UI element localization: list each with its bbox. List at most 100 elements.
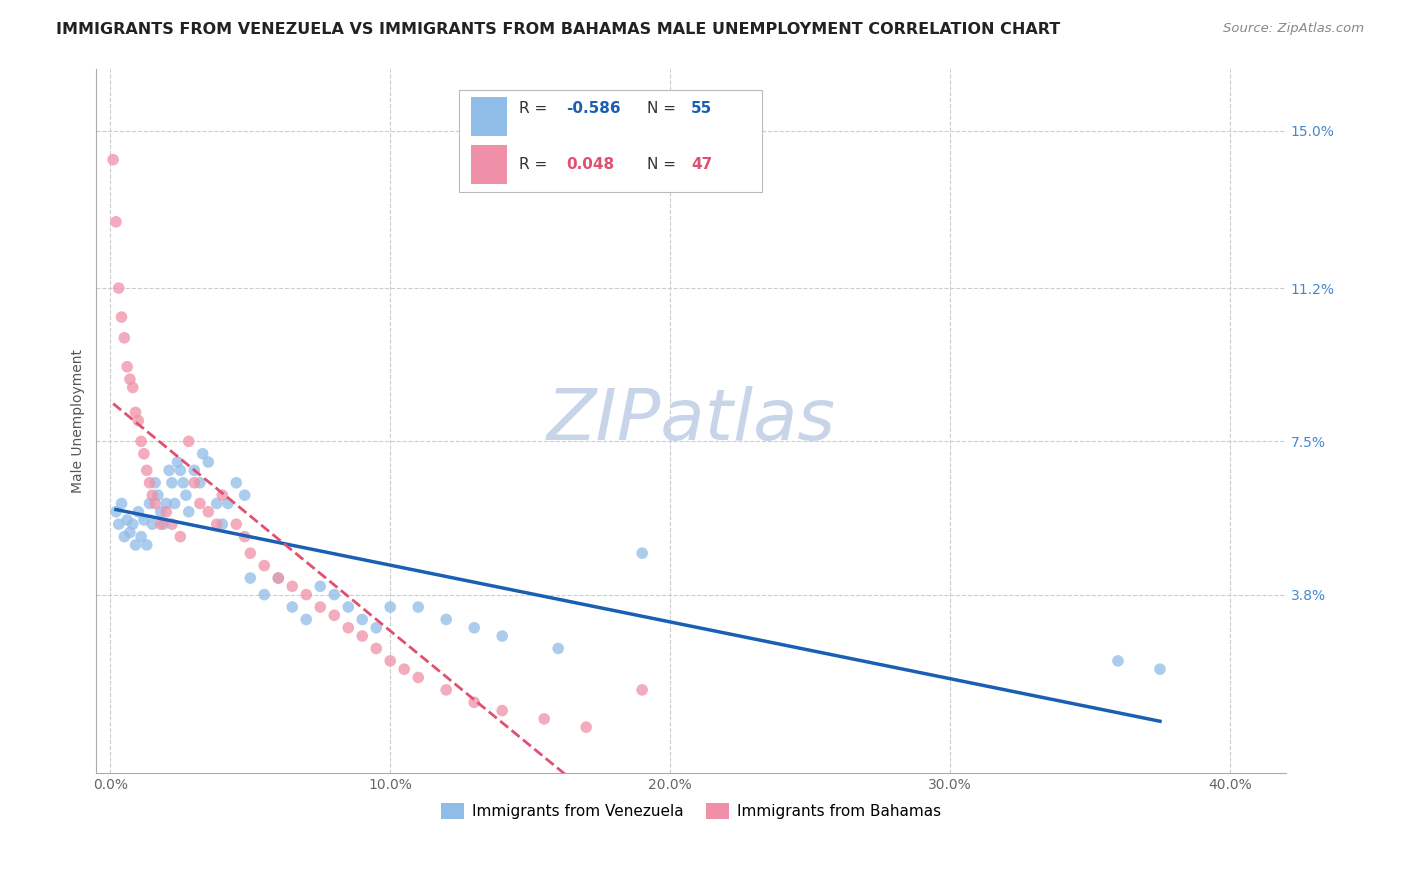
Point xyxy=(132,447,155,461)
Point xyxy=(169,463,191,477)
Point xyxy=(197,505,219,519)
Text: N =: N = xyxy=(647,157,681,171)
Point xyxy=(177,505,200,519)
Point xyxy=(188,496,211,510)
Point xyxy=(112,530,135,544)
Point xyxy=(127,505,149,519)
Point xyxy=(191,447,214,461)
Point xyxy=(115,359,138,374)
Y-axis label: Male Unemployment: Male Unemployment xyxy=(72,349,86,492)
Point xyxy=(163,496,186,510)
Point xyxy=(1107,654,1129,668)
Text: R =: R = xyxy=(519,157,557,171)
Point xyxy=(406,600,429,615)
Point xyxy=(323,608,346,623)
Point xyxy=(366,641,388,656)
Point xyxy=(281,600,304,615)
Point xyxy=(129,530,152,544)
Point xyxy=(169,530,191,544)
Point xyxy=(155,505,177,519)
Point xyxy=(138,496,160,510)
Point xyxy=(225,517,247,532)
Bar xyxy=(471,97,506,136)
Point xyxy=(352,612,374,626)
Point xyxy=(155,496,177,510)
Point xyxy=(463,695,485,709)
Point xyxy=(146,488,169,502)
Point xyxy=(110,496,132,510)
Point xyxy=(107,517,129,532)
Point xyxy=(152,517,174,532)
Point xyxy=(233,530,256,544)
Point xyxy=(205,496,228,510)
Point xyxy=(110,310,132,324)
Text: N =: N = xyxy=(647,101,681,116)
Point xyxy=(172,475,194,490)
Point xyxy=(101,153,124,167)
Point xyxy=(267,571,290,585)
Point xyxy=(295,612,318,626)
Legend: Immigrants from Venezuela, Immigrants from Bahamas: Immigrants from Venezuela, Immigrants fr… xyxy=(434,797,948,825)
Point xyxy=(132,513,155,527)
Point xyxy=(1149,662,1171,676)
Point xyxy=(394,662,416,676)
Point xyxy=(217,496,239,510)
Text: -0.586: -0.586 xyxy=(567,101,621,116)
Point xyxy=(323,588,346,602)
Point xyxy=(352,629,374,643)
Point xyxy=(157,463,180,477)
Point xyxy=(547,641,569,656)
Point xyxy=(463,621,485,635)
Point xyxy=(295,588,318,602)
Point xyxy=(115,513,138,527)
Point xyxy=(118,525,141,540)
Point xyxy=(631,682,654,697)
Text: 47: 47 xyxy=(692,157,713,171)
Text: R =: R = xyxy=(519,101,551,116)
Point xyxy=(129,434,152,449)
Point xyxy=(267,571,290,585)
Point xyxy=(183,475,205,490)
Point xyxy=(143,475,166,490)
Point xyxy=(575,720,598,734)
Text: ZIPatlas: ZIPatlas xyxy=(547,386,835,455)
Point xyxy=(631,546,654,560)
Point xyxy=(253,588,276,602)
Point xyxy=(104,215,127,229)
Point xyxy=(239,571,262,585)
Text: 55: 55 xyxy=(692,101,713,116)
Point xyxy=(233,488,256,502)
Point xyxy=(491,629,513,643)
Point xyxy=(188,475,211,490)
Point xyxy=(135,463,157,477)
Point xyxy=(337,621,360,635)
Text: 0.048: 0.048 xyxy=(567,157,614,171)
Point xyxy=(149,505,172,519)
Point xyxy=(491,704,513,718)
Point xyxy=(239,546,262,560)
Point xyxy=(309,600,332,615)
Point xyxy=(183,463,205,477)
Point xyxy=(309,579,332,593)
Point xyxy=(225,475,247,490)
FancyBboxPatch shape xyxy=(460,90,762,192)
Point xyxy=(143,496,166,510)
Point xyxy=(533,712,555,726)
Point xyxy=(380,654,402,668)
Point xyxy=(104,505,127,519)
Point xyxy=(149,517,172,532)
Point xyxy=(406,670,429,684)
Point xyxy=(177,434,200,449)
Point xyxy=(124,405,146,419)
Point xyxy=(138,475,160,490)
Point xyxy=(366,621,388,635)
Point xyxy=(211,488,233,502)
Point xyxy=(124,538,146,552)
Point xyxy=(141,488,163,502)
Point xyxy=(118,372,141,386)
Point xyxy=(434,682,457,697)
Point xyxy=(121,517,143,532)
Bar xyxy=(471,145,506,184)
Point xyxy=(160,517,183,532)
Point xyxy=(127,414,149,428)
